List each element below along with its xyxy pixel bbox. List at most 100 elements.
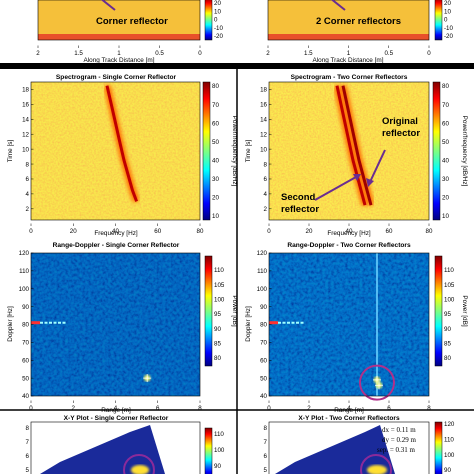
range-doppler-two-xtick-label: 4 <box>347 405 351 412</box>
top-left-xtick-label: 0.5 <box>155 50 164 57</box>
original-reflector-arrow <box>369 149 386 183</box>
top-left-xlabel: Along Track Distance [m] <box>83 57 154 64</box>
spectrogram-single-colorbar-ticks: 80 70 60 50 40 30 20 10 <box>212 83 219 220</box>
range-doppler-single-colorbar-tick: 100 <box>214 297 225 304</box>
range-doppler-two-ytick-label: 40 <box>260 393 267 400</box>
range-doppler-single-colorbar-tick: 85 <box>214 341 221 348</box>
xy-two-yticks: 8 7 6 5 <box>264 425 268 474</box>
xy-single-ytick-label: 5 <box>26 467 30 474</box>
range-doppler-two-colorbar-tick: 90 <box>444 326 451 333</box>
spectrogram-single-noise <box>31 82 200 220</box>
spectrogram-two-xticks: 0 20 40 60 80 <box>267 223 433 235</box>
xy-two-ytick-label: 5 <box>264 467 268 474</box>
range-doppler-two-xtick-label: 2 <box>307 405 311 412</box>
top-left-xtick-label: 2 <box>36 50 40 57</box>
spectrogram-single-ytick-label: 2 <box>26 206 30 213</box>
spectrogram-single-xlabel: Frequency [Hz] <box>94 230 138 237</box>
range-doppler-single-ytick-label: 40 <box>22 393 29 400</box>
top-right-xtick-label: 1.5 <box>304 50 313 57</box>
top-right-image <box>268 0 429 40</box>
top-right-colorbar-tick: -10 <box>444 25 454 32</box>
spectrogram-single-colorbar-tick: 20 <box>212 195 219 202</box>
xy-two-target-circle <box>360 454 392 474</box>
range-doppler-two-ytick-label: 70 <box>260 340 267 347</box>
range-doppler-single-title: Range-Doppler - Single Corner Reflector <box>53 242 180 249</box>
spectrogram-two-ytick-label: 6 <box>264 176 268 183</box>
range-doppler-two-noise <box>269 253 429 396</box>
spectrogram-two-colorbar-tick: 10 <box>442 213 449 220</box>
top-right-xtick-label: 0 <box>427 50 431 57</box>
xy-two-frame <box>268 421 430 474</box>
spectrogram-single-colorbar-label: Power/frequency [dB/Hz] <box>231 116 238 187</box>
top-left-colorbar-tick: -20 <box>214 33 224 40</box>
spectrogram-single-xtick-label: 80 <box>197 228 204 235</box>
spectrogram-two-xtick-label: 80 <box>426 228 433 235</box>
spectrogram-single-xtick-label: 60 <box>154 228 161 235</box>
top-left-xticks: 2 1.5 1 0.5 0 <box>36 45 202 57</box>
spectrogram-single-frame <box>30 81 201 221</box>
spectrogram-single-colorbar-tick: 40 <box>212 157 219 164</box>
range-doppler-two-xtick-label: 8 <box>427 405 431 412</box>
range-doppler-single-ytick-label: 80 <box>22 322 29 329</box>
range-doppler-two-ytick-label: 50 <box>260 375 267 382</box>
xy-two-colorbar <box>434 421 443 474</box>
second-reflector-label-2: reflector <box>281 204 319 215</box>
spectrogram-single-colorbar <box>202 81 211 221</box>
range-doppler-single-ytick-label: 120 <box>19 250 30 257</box>
spectrogram-single-xticks: 0 20 40 60 80 <box>29 223 204 235</box>
spectrogram-single-xtick-label: 0 <box>29 228 33 235</box>
range-doppler-two-xtick-label: 6 <box>387 405 391 412</box>
range-doppler-single-colorbar-tick: 110 <box>214 267 224 274</box>
xy-two-panel: X-Y Plot - Two Corner Reflectors dx = 0.… <box>264 415 455 474</box>
spectrogram-single-xtick-label: 40 <box>112 228 119 235</box>
top-left-colorbar <box>204 0 213 41</box>
top-left-panel: Corner reflector 2 1.5 1 0.5 0 Along Track D… <box>36 0 224 64</box>
range-doppler-single-xticks: 0 2 4 6 8 <box>29 400 202 412</box>
top-right-image-band <box>268 34 429 40</box>
xy-single-ytick-label: 7 <box>26 439 30 446</box>
range-doppler-two-colorbar-label: Power [dB] <box>461 295 468 326</box>
spectrogram-single-panel: Spectrogram - Single Corner Reflector 0 2… <box>7 74 238 237</box>
spectrogram-two-colorbar-label: Power/frequency [dB/Hz] <box>461 116 468 187</box>
top-right-panel: 2 Corner reflectors 2 1.5 1 0.5 0 Along Trac… <box>266 0 454 64</box>
second-reflector-label-1: Second <box>281 192 316 203</box>
range-doppler-two-panel: Range-Doppler - Two Corner Reflectors 0 2… <box>245 242 468 414</box>
range-doppler-two-xtick-label: 0 <box>267 405 271 412</box>
top-left-xtick-label: 1 <box>117 50 121 57</box>
spectrogram-two-ytick-label: 14 <box>260 116 267 123</box>
range-doppler-two-colorbar-tick: 100 <box>444 297 455 304</box>
original-reflector-label-2: reflector <box>382 128 420 139</box>
xy-single-panel: X-Y Plot - Single Corner Reflector 8765 … <box>26 415 225 474</box>
range-doppler-single-yticks: 40 50 60 70 80 90 100 110 120 <box>19 250 34 400</box>
top-left-colorbar-tick: -10 <box>214 25 224 32</box>
range-doppler-two-ytick-label: 100 <box>257 286 268 293</box>
top-right-colorbar-tick: 20 <box>444 0 451 7</box>
spectrogram-two-ylabel: Time [s] <box>245 140 252 163</box>
spectrogram-two-panel: Spectrogram - Two Corner Reflectors Orig… <box>245 74 468 237</box>
range-doppler-single-xtick-label: 0 <box>29 405 33 412</box>
range-doppler-two-ytick-label: 90 <box>260 304 267 311</box>
spectrogram-two-ytick-label: 10 <box>260 146 267 153</box>
range-doppler-two-colorbar-tick: 110 <box>444 267 454 274</box>
range-doppler-single-colorbar-tick: 95 <box>214 311 221 318</box>
spectrogram-single-ytick-label: 14 <box>22 116 29 123</box>
top-left-colorbar-tick: 20 <box>214 0 221 7</box>
xy-two-title: X-Y Plot - Two Corner Reflectors <box>298 415 400 422</box>
range-doppler-single-xtick-label: 8 <box>198 405 202 412</box>
top-left-colorbar-tick: 10 <box>214 8 221 15</box>
range-doppler-two-colorbar <box>434 255 443 367</box>
spectrogram-single-ytick-label: 8 <box>26 161 30 168</box>
top-left-frame <box>37 0 201 41</box>
section-divider <box>0 63 474 69</box>
range-doppler-single-colorbar-tick: 90 <box>214 326 221 333</box>
spectrogram-single-ytick-label: 12 <box>22 131 29 138</box>
range-doppler-single-xlabel: Range [m] <box>101 407 131 414</box>
top-right-colorbar-tick: 0 <box>444 17 448 24</box>
spectrogram-two-colorbar-tick: 40 <box>442 157 449 164</box>
spectrogram-single-ytick-label: 10 <box>22 146 29 153</box>
range-doppler-two-colorbar-tick: 105 <box>444 282 455 289</box>
range-doppler-two-yticks: 40 50 60 70 80 90 100 110 120 <box>257 250 272 400</box>
xy-single-target-circle <box>123 454 155 474</box>
